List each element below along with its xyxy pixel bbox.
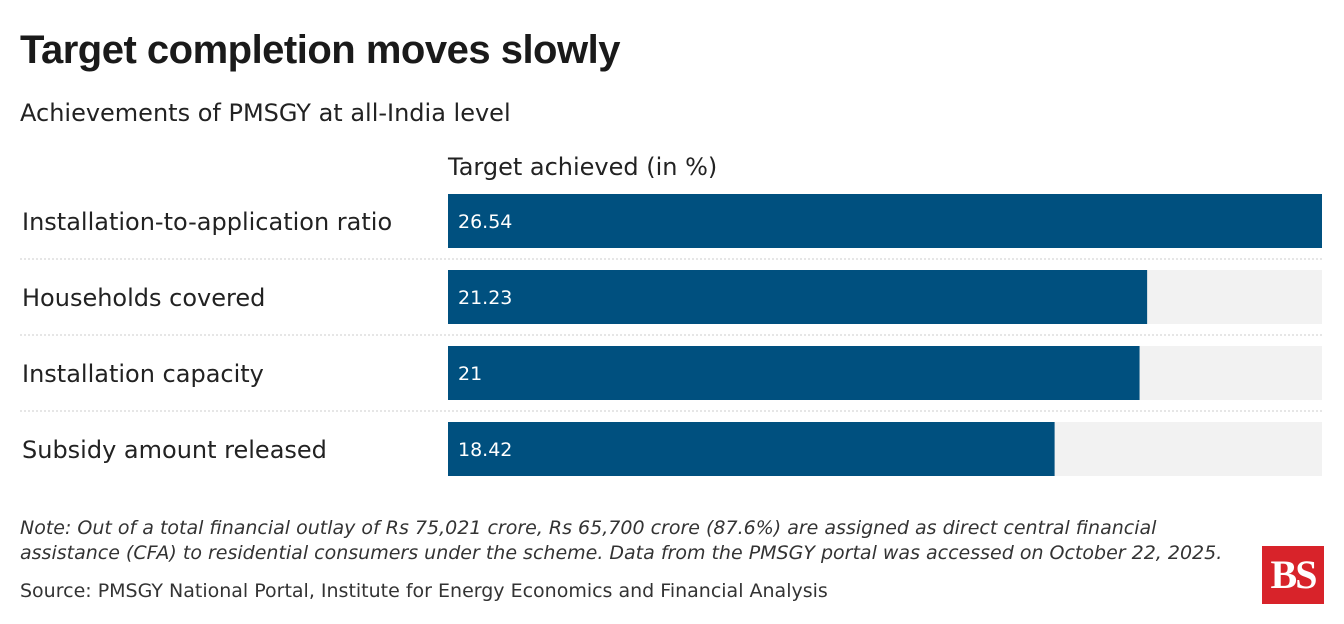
category-label: Installation capacity — [22, 360, 264, 388]
value-label: 21 — [458, 363, 482, 385]
category-label: Households covered — [22, 284, 265, 312]
category-label: Installation-to-application ratio — [22, 208, 392, 236]
value-label: 18.42 — [458, 439, 512, 461]
column-header: Target achieved (in %) — [448, 153, 718, 181]
value-label: 26.54 — [458, 211, 512, 233]
category-label: Subsidy amount released — [22, 436, 327, 464]
bar — [448, 422, 1055, 476]
chart-subtitle: Achievements of PMSGY at all-India level — [20, 99, 511, 127]
source-line: Source: PMSGY National Portal, Institute… — [20, 580, 828, 602]
chart-title: Target completion moves slowly — [20, 28, 620, 72]
footnote: Note: Out of a total financial outlay of… — [20, 517, 1223, 564]
bar — [448, 194, 1322, 248]
value-label: 21.23 — [458, 287, 512, 309]
bar — [448, 346, 1140, 400]
bar — [448, 270, 1148, 324]
business-standard-logo: BS — [1262, 546, 1324, 604]
